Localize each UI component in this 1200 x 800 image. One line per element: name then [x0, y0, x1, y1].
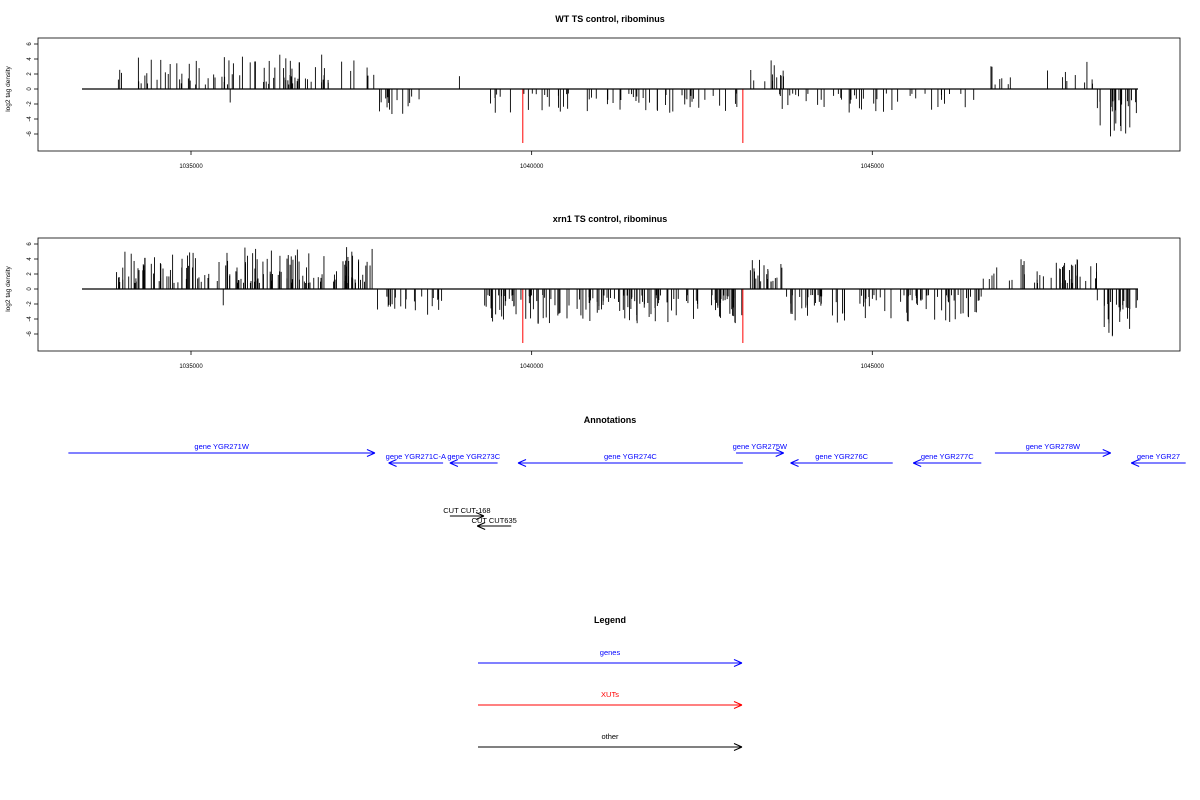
x-tick-label: 1040000: [520, 364, 544, 370]
y-tick-label: 6: [27, 242, 33, 246]
y-tick-label: -4: [27, 316, 33, 322]
wt-bars: [82, 54, 1138, 143]
x-tick-label: 1045000: [861, 164, 885, 170]
wt-x-ticks: 1035000 1040000 1045000: [179, 151, 885, 170]
xrn1-track-title: xrn1 TS control, ribominus: [553, 214, 668, 224]
gene-label: gene YGR278W: [1026, 442, 1081, 451]
gene-arrow: [388, 459, 444, 467]
gene-label: gene YGR27: [1137, 452, 1180, 461]
legend-items: genes XUTs other: [478, 648, 743, 751]
x-tick-label: 1045000: [861, 364, 885, 370]
gene-arrow: [912, 459, 982, 467]
xrn1-plot-frame: [37, 237, 1181, 352]
cut-arrow: [476, 522, 512, 530]
xrn1-bars: [82, 247, 1138, 343]
xrn1-y-axis-label: log2 tag density: [5, 265, 12, 311]
x-tick-label: 1040000: [520, 164, 544, 170]
gene-arrow: [68, 449, 376, 457]
xrn1-track-panel: xrn1 TS control, ribominus log2 tag dens…: [5, 214, 1181, 370]
gene-label: gene YGR273C: [447, 452, 500, 461]
y-tick-label: -2: [27, 101, 33, 107]
y-tick-label: 0: [27, 87, 33, 91]
legend-label: XUTs: [601, 690, 619, 699]
gene-arrow: [736, 449, 784, 457]
gene-arrow: [1130, 459, 1186, 467]
y-tick-label: 6: [27, 42, 33, 46]
x-tick-label: 1035000: [179, 164, 203, 170]
legend-label: other: [601, 732, 619, 741]
xrn1-y-ticks: -6 -4 -2 0 2 4 6: [27, 242, 38, 337]
gene-arrow: [790, 459, 893, 467]
gene-annotations: gene YGR271W gene YGR271C-A gene YGR273C ge…: [68, 442, 1186, 467]
wt-track-title: WT TS control, ribominus: [555, 14, 665, 24]
cut-label: CUT CUT635: [472, 516, 517, 525]
x-tick-label: 1035000: [179, 364, 203, 370]
cut-label: CUT CUT-168: [443, 506, 490, 515]
legend-title: Legend: [594, 615, 626, 625]
y-tick-label: -6: [27, 331, 33, 337]
y-tick-label: 0: [27, 287, 33, 291]
y-tick-label: 2: [27, 72, 33, 76]
gene-label: gene YGR276C: [815, 452, 868, 461]
gene-label: gene YGR271W: [194, 442, 249, 451]
legend-arrow: [478, 743, 743, 751]
wt-track-panel: WT TS control, ribominus log2 tag densit…: [5, 14, 1181, 170]
wt-plot-frame: [37, 37, 1181, 152]
y-tick-label: 4: [27, 57, 33, 61]
gene-label: gene YGR275W: [733, 442, 788, 451]
legend-arrow: [478, 659, 743, 667]
y-tick-label: 2: [27, 272, 33, 276]
y-tick-label: -6: [27, 131, 33, 137]
y-tick-label: 4: [27, 257, 33, 261]
gene-arrow: [449, 459, 498, 467]
legend-label: genes: [600, 648, 621, 657]
gene-label: gene YGR271C-A: [386, 452, 446, 461]
y-tick-label: -2: [27, 301, 33, 307]
xrn1-x-ticks: 1035000 1040000 1045000: [179, 351, 885, 370]
legend-arrow: [478, 701, 743, 709]
wt-y-ticks: -6 -4 -2 0 2 4 6: [27, 42, 38, 137]
y-tick-label: -4: [27, 116, 33, 122]
cut-arrow: [449, 512, 485, 520]
legend: Legend genes XUTs other: [478, 615, 743, 751]
annotations-title: Annotations: [584, 415, 637, 425]
gene-label: gene YGR277C: [921, 452, 974, 461]
gene-arrow: [517, 459, 743, 467]
gene-label: gene YGR274C: [604, 452, 657, 461]
wt-y-axis-label: log2 tag density: [5, 65, 12, 111]
gene-arrow: [994, 449, 1111, 457]
